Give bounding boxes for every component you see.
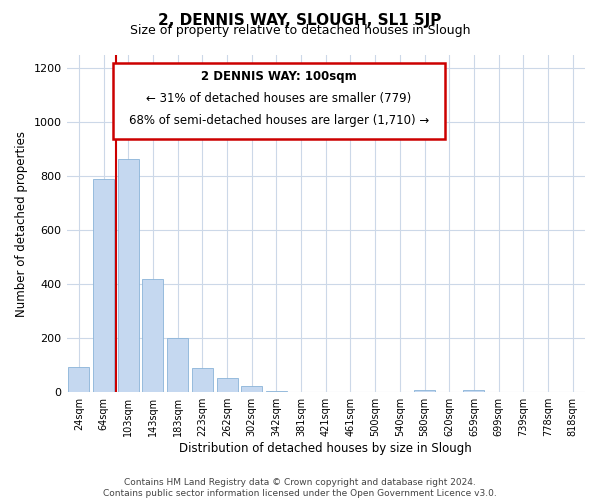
X-axis label: Distribution of detached houses by size in Slough: Distribution of detached houses by size … xyxy=(179,442,472,455)
Bar xyxy=(241,386,262,392)
Bar xyxy=(142,279,163,392)
Text: Size of property relative to detached houses in Slough: Size of property relative to detached ho… xyxy=(130,24,470,37)
Bar xyxy=(118,159,139,392)
Bar xyxy=(192,368,213,392)
Bar xyxy=(93,179,114,392)
Bar xyxy=(167,338,188,392)
Text: 2, DENNIS WAY, SLOUGH, SL1 5JP: 2, DENNIS WAY, SLOUGH, SL1 5JP xyxy=(158,12,442,28)
Text: Contains HM Land Registry data © Crown copyright and database right 2024.
Contai: Contains HM Land Registry data © Crown c… xyxy=(103,478,497,498)
Bar xyxy=(217,378,238,392)
Text: 68% of semi-detached houses are larger (1,710) →: 68% of semi-detached houses are larger (… xyxy=(129,114,429,127)
Text: ← 31% of detached houses are smaller (779): ← 31% of detached houses are smaller (77… xyxy=(146,92,412,105)
Text: 2 DENNIS WAY: 100sqm: 2 DENNIS WAY: 100sqm xyxy=(201,70,357,83)
Bar xyxy=(414,390,435,392)
FancyBboxPatch shape xyxy=(113,64,445,140)
Bar xyxy=(68,366,89,392)
Bar xyxy=(463,390,484,392)
Bar xyxy=(266,391,287,392)
Y-axis label: Number of detached properties: Number of detached properties xyxy=(15,130,28,316)
